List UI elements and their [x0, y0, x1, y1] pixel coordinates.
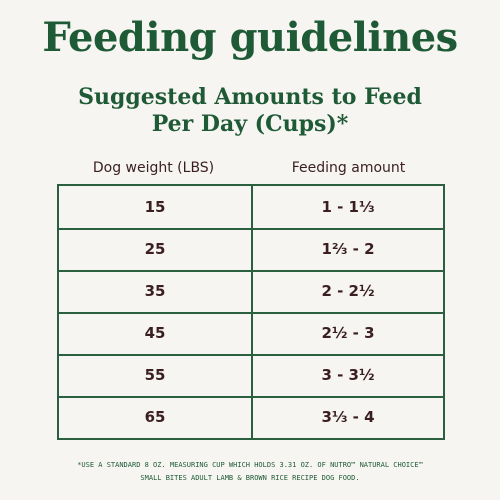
weight-cell: 35 [144, 282, 166, 300]
row-divider [59, 228, 443, 230]
table-row: 25 1⅔ - 2 [59, 228, 443, 270]
weight-cell: 15 [144, 198, 166, 216]
amount-cell: 3 - 3½ [321, 366, 375, 384]
amount-cell: 1 - 1⅓ [321, 198, 375, 216]
weight-cell: 55 [144, 366, 166, 384]
column-header-feeding-amount: Feeding amount [291, 160, 406, 176]
table-row: 15 1 - 1⅓ [59, 186, 443, 228]
amount-cell: 1⅔ - 2 [321, 240, 375, 258]
table-row: 55 3 - 3½ [59, 354, 443, 396]
table-row: 65 3⅓ - 4 [59, 396, 443, 438]
amount-cell: 2½ - 3 [321, 324, 375, 342]
feeding-table: 15 1 - 1⅓ 25 1⅔ - 2 35 2 - 2½ 45 2½ - 3 … [57, 184, 445, 440]
page-title: Feeding guidelines [42, 14, 458, 61]
amount-cell: 2 - 2½ [321, 282, 375, 300]
weight-cell: 65 [144, 408, 166, 426]
subtitle-line-1: Suggested Amounts to Feed [78, 84, 422, 110]
row-divider [59, 354, 443, 356]
column-header-dog-weight: Dog weight (LBS) [92, 160, 215, 176]
footnote-line-1: *Use a standard 8 oz. measuring cup whic… [77, 461, 423, 469]
footnote: *Use a standard 8 oz. measuring cup whic… [0, 459, 500, 485]
table-row: 45 2½ - 3 [59, 312, 443, 354]
footnote-line-2: Small Bites Adult Lamb & Brown Rice Reci… [140, 474, 360, 482]
weight-cell: 45 [144, 324, 166, 342]
subtitle: Suggested Amounts to Feed Per Day (Cups)… [0, 84, 500, 138]
subtitle-line-2: Per Day (Cups)* [151, 111, 349, 137]
amount-cell: 3⅓ - 4 [321, 408, 375, 426]
row-divider [59, 312, 443, 314]
table-row: 35 2 - 2½ [59, 270, 443, 312]
weight-cell: 25 [144, 240, 166, 258]
row-divider [59, 270, 443, 272]
row-divider [59, 396, 443, 398]
